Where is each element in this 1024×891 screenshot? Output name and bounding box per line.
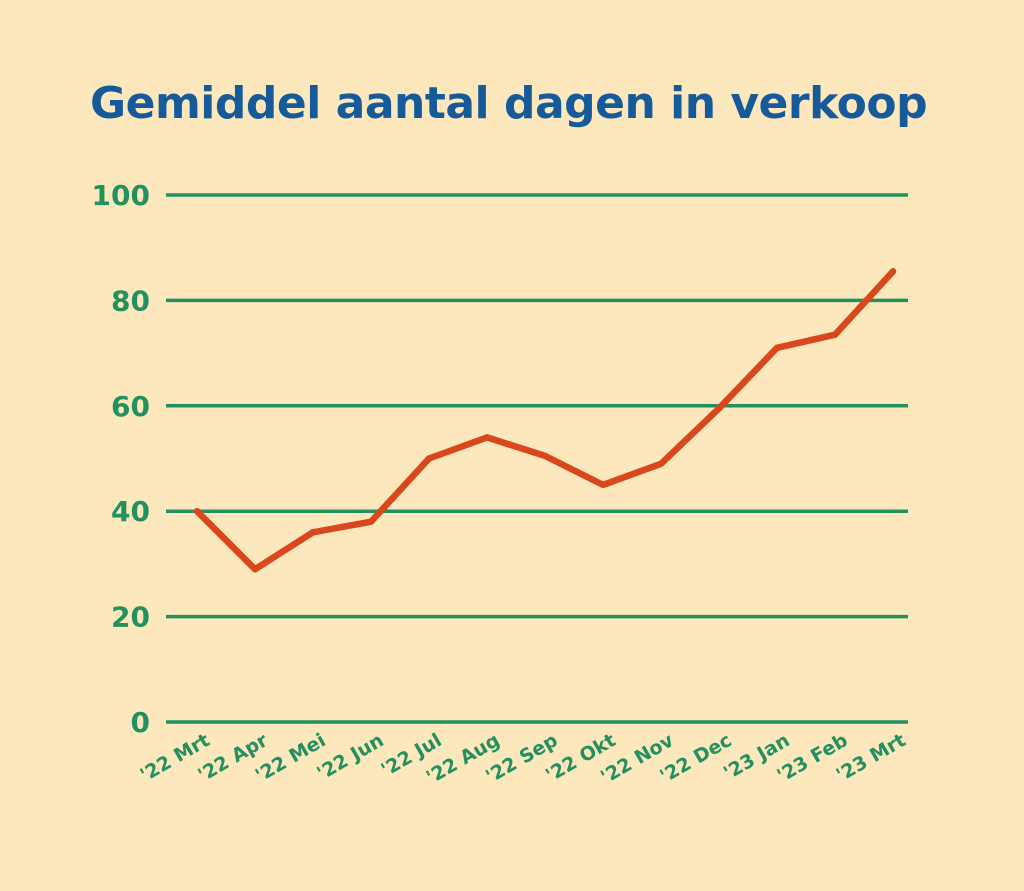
- data-point: [599, 481, 607, 489]
- y-tick-label: 20: [111, 601, 150, 634]
- y-axis-ticks: 0 20 40 60 80 100: [92, 179, 150, 739]
- data-point: [251, 565, 259, 573]
- series-line-0: [193, 268, 897, 573]
- y-tick-label: 80: [111, 284, 150, 317]
- data-point: [715, 405, 723, 412]
- x-tick-label: '22 Jun: [313, 729, 387, 785]
- data-point: [773, 344, 781, 352]
- x-axis-ticks: '22 Mrt'22 Apr'22 Mei'22 Jun'22 Jul'22 A…: [136, 729, 909, 789]
- y-tick-label: 60: [111, 390, 150, 423]
- data-point: [889, 268, 897, 275]
- data-point: [541, 452, 549, 460]
- y-tick-label: 0: [131, 706, 150, 739]
- data-point: [309, 529, 317, 536]
- grid-lines: [166, 193, 908, 724]
- data-point: [367, 518, 375, 525]
- series-layer: [193, 268, 897, 573]
- data-point: [483, 434, 491, 441]
- data-point: [657, 460, 665, 467]
- y-tick-label: 40: [111, 495, 150, 528]
- chart-title: Gemiddel aantal dagen in verkoop: [90, 78, 928, 129]
- data-point: [193, 508, 201, 515]
- y-tick-label: 100: [92, 179, 150, 212]
- data-point: [831, 331, 839, 338]
- data-point: [425, 455, 433, 462]
